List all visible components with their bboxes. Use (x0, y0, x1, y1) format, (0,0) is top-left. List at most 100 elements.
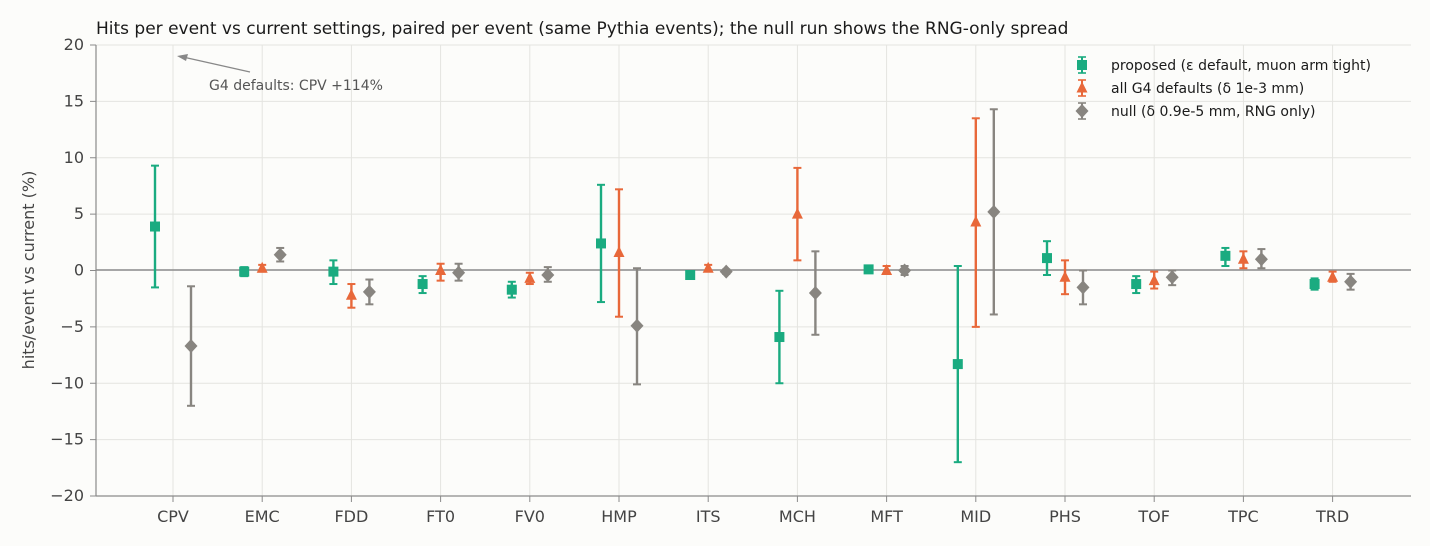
annotation: G4 defaults: CPV +114% (177, 54, 383, 94)
data-point (1059, 270, 1071, 282)
data-point (702, 261, 714, 273)
data-point-group (345, 283, 357, 309)
data-point-group (898, 263, 912, 278)
x-tick-label: TPC (1227, 507, 1259, 526)
legend-label: all G4 defaults (δ 1e-3 mm) (1111, 81, 1304, 97)
data-point-group (702, 261, 714, 273)
data-point-group (452, 262, 466, 282)
data-point (273, 247, 287, 262)
data-point (1165, 270, 1179, 285)
x-tick-label: ITS (696, 507, 721, 526)
x-tick-label: PHS (1049, 507, 1081, 526)
x-tick-label: EMC (245, 507, 280, 526)
data-point-group (1344, 272, 1358, 291)
data-point (1042, 253, 1052, 264)
data-point (630, 318, 644, 333)
data-point (184, 339, 198, 354)
x-tick-label: MFT (870, 507, 903, 526)
data-marks (150, 108, 1358, 464)
ticks: −20 −15 −10 −5 0 5 10 15 20 CPV EMC FDD FT0 FV0 HMP ITS… (50, 35, 1349, 526)
data-point-group (774, 289, 785, 385)
data-point (863, 264, 874, 275)
data-point-group (596, 183, 606, 304)
data-point-group (1148, 270, 1160, 290)
data-point (791, 207, 803, 219)
data-point-group (1237, 250, 1249, 270)
data-point (1309, 279, 1320, 290)
x-tick-label: MID (960, 507, 991, 526)
y-tick-label: 20 (64, 35, 84, 54)
legend-label: null (δ 0.9e-5 mm, RNG only) (1111, 104, 1316, 120)
x-tick-label: FT0 (426, 507, 455, 526)
data-point-group (524, 271, 536, 286)
data-point (596, 238, 606, 249)
data-point-group (1165, 269, 1179, 287)
data-point-group (1309, 277, 1320, 291)
data-point-group (273, 246, 287, 263)
data-point (1344, 274, 1358, 289)
data-point (541, 268, 555, 283)
data-point (952, 359, 963, 370)
legend-label: proposed (ε default, muon arm tight) (1111, 58, 1371, 74)
y-tick-label: −10 (50, 373, 84, 392)
legend-marker (1077, 60, 1087, 70)
data-point (328, 266, 339, 277)
data-point (970, 215, 982, 227)
data-point-group (506, 280, 517, 299)
data-point (150, 221, 160, 232)
data-point-group (435, 262, 447, 282)
y-axis-label: hits/event vs current (%) (19, 171, 38, 370)
data-point-group (952, 264, 963, 464)
data-point (417, 279, 428, 290)
y-tick-label: 0 (74, 261, 84, 280)
data-point (808, 286, 822, 301)
legend: proposed (ε default, muon arm tight) all … (1075, 56, 1371, 120)
data-point (719, 264, 733, 279)
chart-title: Hits per event vs current settings, pair… (96, 19, 1068, 39)
data-point-group (1042, 240, 1052, 277)
data-point-group (1327, 270, 1339, 283)
data-point-group (150, 164, 160, 289)
data-point-group (808, 250, 822, 336)
data-point (1076, 280, 1090, 295)
data-point-group (881, 264, 893, 275)
data-point (1148, 274, 1160, 286)
data-point (1131, 279, 1142, 290)
x-tick-label: FV0 (515, 507, 545, 526)
data-point (881, 264, 893, 275)
data-point-group (970, 117, 982, 328)
data-point (1254, 252, 1268, 267)
data-point-group (417, 275, 428, 295)
data-point (435, 264, 447, 275)
legend-marker (1075, 104, 1089, 118)
data-point-group (256, 261, 268, 273)
x-tick-label: TRD (1315, 507, 1349, 526)
data-point (239, 266, 250, 277)
data-point-group (987, 108, 1001, 316)
annotation-arrow-line (182, 56, 251, 73)
y-tick-label: −15 (50, 430, 84, 449)
data-point-group (1220, 246, 1231, 267)
x-tick-label: CPV (157, 507, 189, 526)
data-point (774, 332, 785, 343)
x-tick-label: TOF (1137, 507, 1170, 526)
data-point (362, 284, 376, 299)
data-point-group (863, 264, 874, 275)
data-point (256, 261, 268, 273)
y-tick-label: −5 (60, 317, 84, 336)
data-point-group (239, 266, 250, 278)
data-point-group (1059, 259, 1071, 296)
data-point-group (541, 266, 555, 283)
data-point (1220, 250, 1231, 261)
data-point (452, 265, 466, 280)
data-point (524, 271, 536, 283)
data-point-group (1131, 275, 1142, 295)
data-point (685, 270, 696, 281)
y-tick-label: −20 (50, 486, 84, 505)
data-point-group (328, 259, 339, 286)
data-point-group (613, 188, 625, 318)
annotation-text: G4 defaults: CPV +114% (209, 78, 383, 94)
x-tick-label: HMP (601, 507, 637, 526)
x-tick-label: FDD (334, 507, 368, 526)
